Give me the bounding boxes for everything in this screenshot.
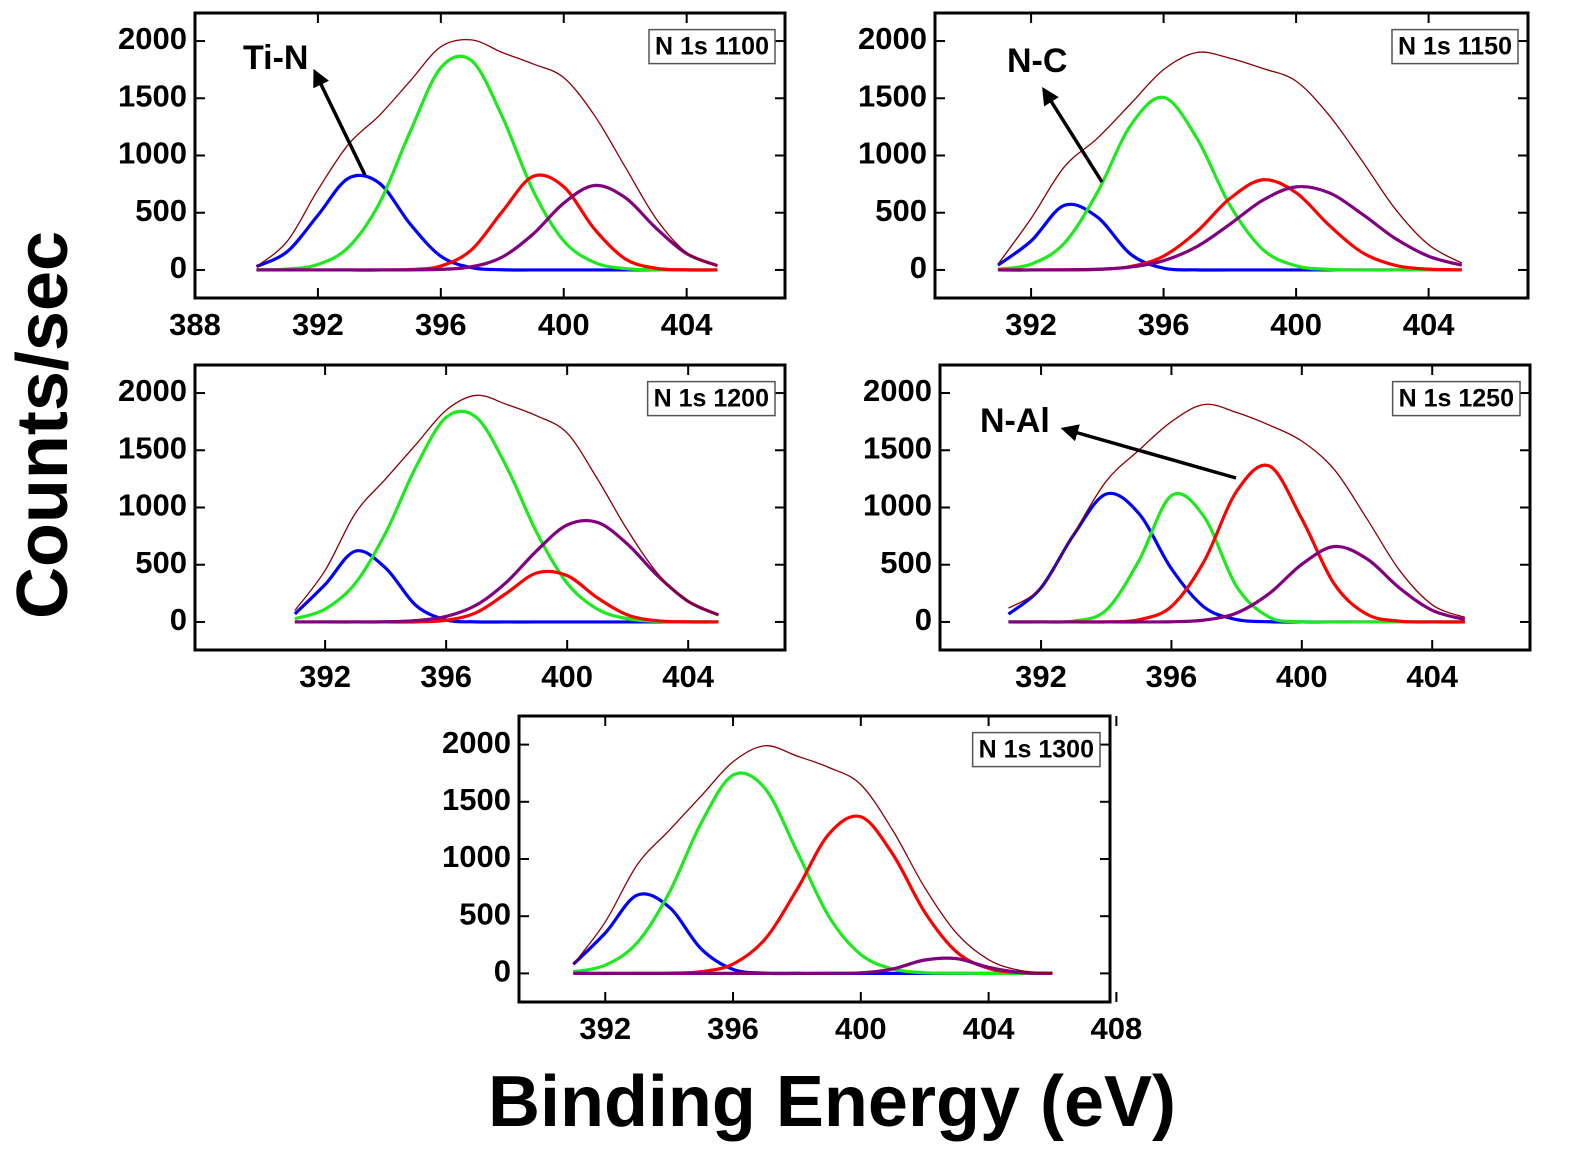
y-tick-label: 2000 [442,725,511,760]
y-axis-label: Counts/sec [3,231,83,619]
x-tick-label: 392 [579,1011,631,1046]
panel-title: N 1s 1150 [1398,33,1512,61]
y-tick-label: 0 [170,250,187,285]
x-tick-label: 404 [1403,307,1455,342]
x-tick-label: 400 [835,1011,887,1046]
component-curve [293,549,719,624]
panel: 0 500 1000 1500 2000 392 396 400 404 N 1s 1250 N-A… [863,363,1532,694]
annotation: Ti-N [243,39,308,77]
y-tick-label: 2000 [118,21,187,56]
y-tick-label: 2000 [863,373,932,408]
panel: 0 500 1000 1500 2000 392 396 400 404 N 1s 1150 N-C [858,11,1530,342]
envelope-curve [572,745,1053,974]
panel-title-box [646,380,776,417]
panel-title: N 1s 1100 [655,33,769,61]
panel: 0 500 1000 1500 2000 392 396 400 404 408 N 1s 1300 [442,714,1143,1046]
x-tick-label: 396 [707,1011,759,1046]
panel-title-box [648,28,776,65]
component-curve [997,184,1463,272]
x-tick-label: 396 [420,659,472,694]
panel-title-box [1391,380,1521,417]
y-tick-label: 500 [459,896,511,931]
x-tick-label: 404 [963,1011,1015,1046]
panel-title: N 1s 1300 [979,736,1094,764]
y-tick-label: 2000 [118,373,187,408]
envelope-curve [997,51,1463,265]
y-tick-label: 1500 [858,78,927,113]
y-tick-label: 0 [910,250,927,285]
component-curve [573,956,1053,976]
x-tick-label: 392 [1005,307,1057,342]
panel-title-box [971,731,1101,768]
y-tick-label: 1500 [118,78,187,113]
y-tick-label: 500 [135,545,187,580]
x-tick-label: 404 [661,307,713,342]
x-tick-label: 396 [1146,659,1198,694]
y-tick-label: 2000 [858,21,927,56]
envelope-curve [1008,403,1466,618]
y-tick-label: 1000 [863,488,932,523]
y-tick-label: 500 [875,193,927,228]
component-curve [256,54,718,272]
y-tick-label: 0 [915,602,932,637]
component-curve [572,771,1053,976]
component-curve [255,173,718,272]
component-curve [1008,544,1466,624]
annotation: N-C [1007,42,1067,80]
panel-title-box [1391,28,1519,65]
y-tick-label: 0 [170,602,187,637]
component-curve [1008,492,1465,624]
component-curve [1007,491,1465,624]
y-tick-label: 1000 [118,136,187,171]
x-tick-label: 400 [538,307,590,342]
x-tick-label: 400 [1276,659,1328,694]
x-tick-label: 404 [662,659,714,694]
x-tick-label: 396 [415,307,467,342]
y-tick-label: 0 [494,954,511,989]
x-tick-label: 392 [1015,659,1067,694]
y-tick-label: 1000 [858,136,927,171]
y-tick-label: 1000 [442,839,511,874]
component-curve [294,409,719,624]
component-curve [997,95,1462,272]
x-tick-label: 404 [1406,659,1458,694]
annotation-arrow [1042,87,1104,183]
envelope-curve [256,38,718,268]
y-tick-label: 1000 [118,488,187,523]
x-tick-label: 396 [1138,307,1190,342]
x-tick-label: 400 [541,659,593,694]
x-tick-label: 408 [1091,1011,1143,1046]
x-tick-label: 400 [1270,307,1322,342]
annotation-arrow [313,68,367,176]
x-tick-label: 392 [292,307,344,342]
panel: 0 500 1000 1500 2000 388 392 396 400 404 N 1s 1100… [118,11,787,342]
y-tick-label: 1500 [118,430,187,465]
x-tick-label: 388 [169,307,221,342]
x-axis-label: Binding Energy (eV) [488,1062,1176,1142]
component-curve [1008,463,1465,624]
panel: 0 500 1000 1500 2000 392 396 400 404 N 1s 1200 [118,363,787,694]
y-tick-label: 500 [135,193,187,228]
y-tick-label: 1500 [442,782,511,817]
panel-title: N 1s 1200 [654,385,769,413]
annotation: N-Al [980,402,1050,440]
y-tick-label: 500 [880,545,932,580]
component-curve [256,183,718,272]
panel-title: N 1s 1250 [1399,385,1514,413]
component-curve [294,518,720,624]
envelope-curve [294,394,719,616]
y-tick-label: 1500 [863,430,932,465]
annotation-arrow [1060,424,1237,480]
x-tick-label: 392 [299,659,351,694]
